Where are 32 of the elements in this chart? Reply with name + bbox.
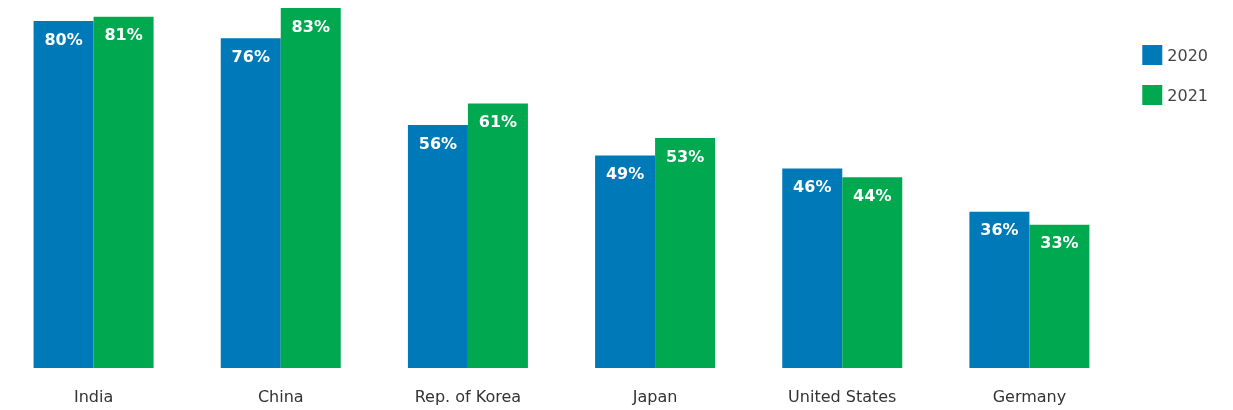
x-tick-label: China	[257, 386, 304, 406]
legend-label: 2020	[1167, 45, 1208, 65]
data-label: 83%	[291, 16, 330, 36]
bar	[467, 103, 528, 368]
data-label: 44%	[853, 185, 892, 205]
data-label: 46%	[793, 176, 832, 196]
x-tick-label: India	[73, 386, 114, 406]
data-label: 61%	[478, 111, 518, 131]
data-label: 81%	[104, 25, 143, 45]
x-tick-label: Rep. of Korea	[414, 386, 522, 406]
bar	[782, 168, 843, 368]
bar	[842, 177, 903, 368]
bar	[969, 211, 1030, 368]
data-label: 53%	[665, 146, 705, 166]
data-label: 36%	[980, 220, 1019, 240]
bar	[220, 38, 281, 368]
x-tick-label: Germany	[992, 386, 1067, 406]
data-label: 76%	[231, 46, 270, 66]
data-label: 80%	[44, 29, 83, 49]
bar	[1029, 224, 1090, 368]
bar	[93, 16, 154, 368]
data-label: 49%	[605, 163, 645, 183]
legend-label: 2021	[1167, 85, 1208, 105]
x-tick-label: Japan	[631, 386, 678, 406]
bar	[33, 21, 94, 368]
bar	[280, 8, 341, 368]
bar	[655, 138, 716, 368]
bar	[595, 155, 656, 368]
data-label: 33%	[1040, 233, 1079, 253]
bar	[407, 125, 468, 368]
data-label: 56%	[418, 133, 458, 153]
x-tick-label: United States	[788, 386, 897, 406]
